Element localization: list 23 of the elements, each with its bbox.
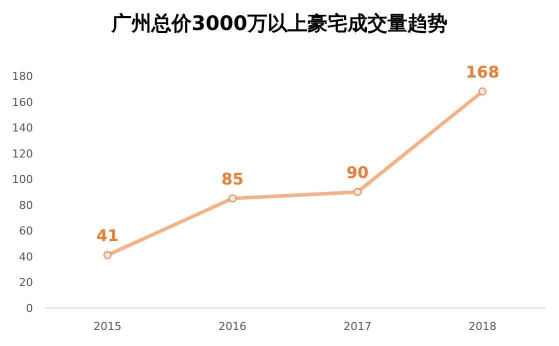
point [478,87,487,96]
data-label: 90 [346,163,369,182]
x-tick-label: 2015 [94,320,122,333]
y-tick-label: 20 [19,276,33,290]
point [353,188,362,196]
x-tick-label: 2016 [218,320,246,333]
y-tick-label: 0 [26,302,33,315]
y-tick-label: 100 [12,173,33,186]
point [228,194,237,203]
x-tick-label: 2018 [468,320,496,333]
data-label: 41 [96,226,119,246]
y-tick-label: 140 [12,122,33,135]
chart-title: 广州总价3000万以上豪宅成交量趋势 [110,11,448,35]
point [103,251,112,260]
y-tick-label: 60 [19,224,33,238]
data-label: 168 [466,62,500,82]
y-tick-label: 40 [19,250,33,264]
x-tick-label: 2017 [344,320,372,333]
y-tick-label: 80 [19,198,33,212]
y-tick-label: 120 [12,147,33,160]
y-tick-label: 180 [12,70,33,83]
y-tick-label: 160 [12,96,33,109]
data-label: 85 [221,169,244,188]
